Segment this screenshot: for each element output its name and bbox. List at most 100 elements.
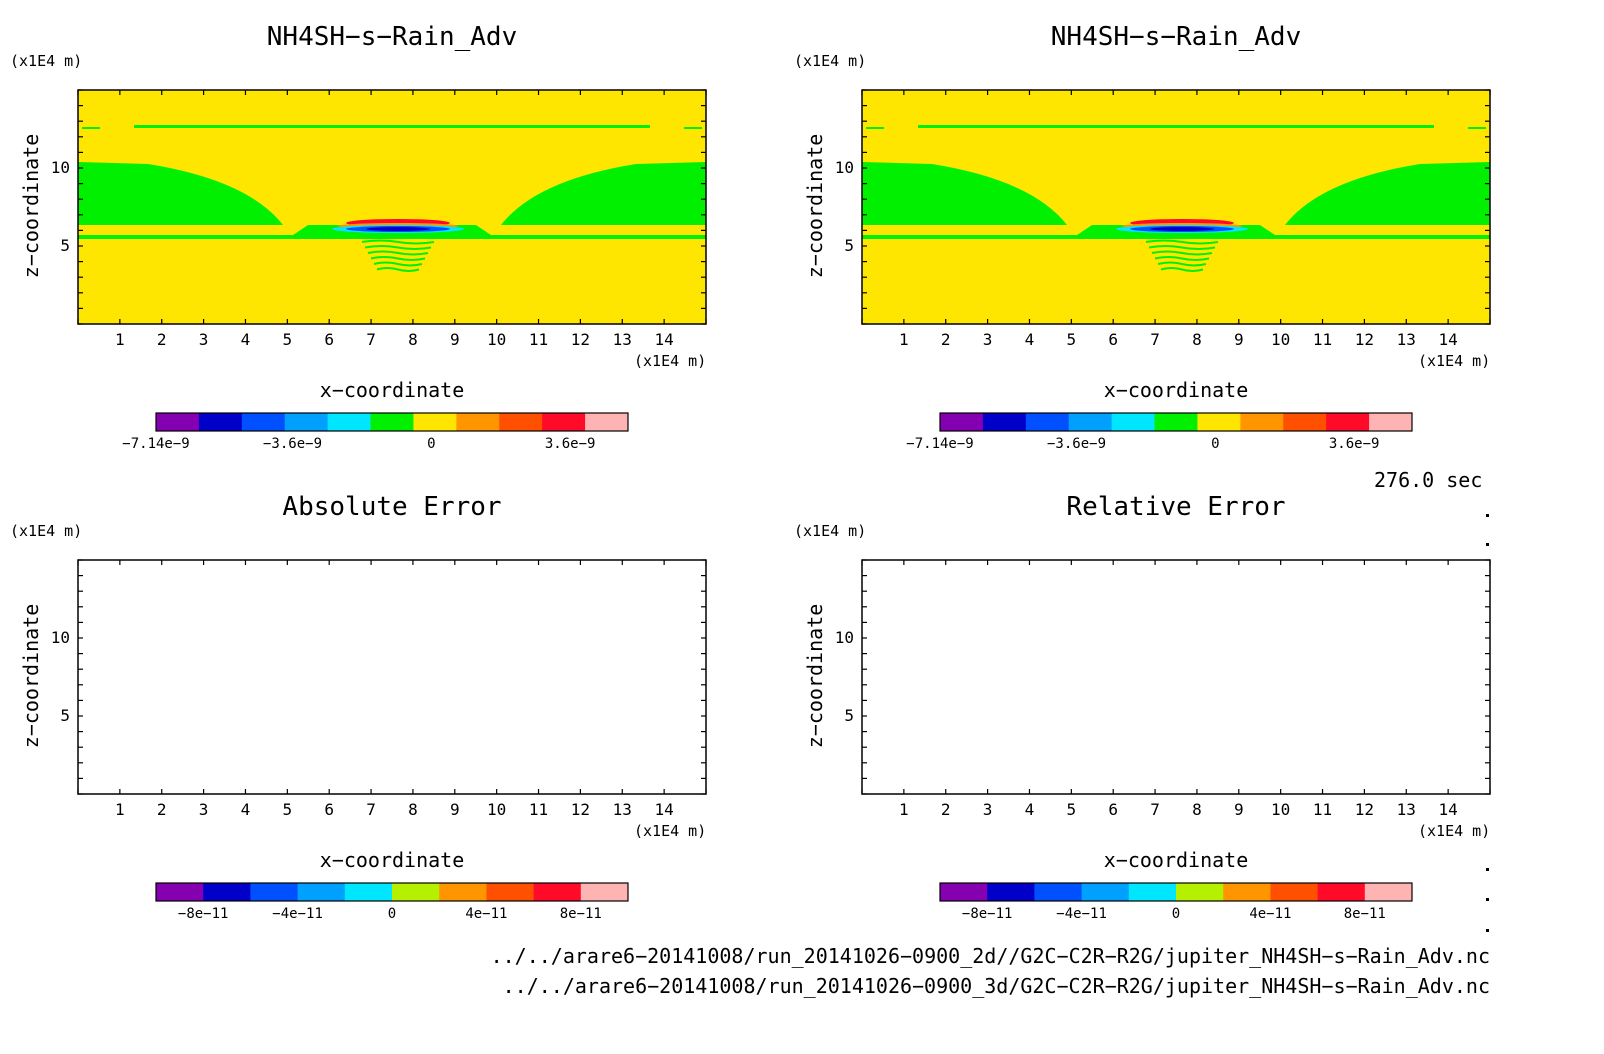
x-tick-label: 10: [487, 330, 507, 349]
x-tick-label: 11: [528, 330, 549, 349]
y-tick-label: 10: [834, 158, 854, 177]
x-tick-label: 4: [240, 330, 251, 349]
plot-frame: [861, 89, 1491, 325]
x-tick-label: 3: [982, 800, 993, 819]
x-unit-label: (x1E4 m): [1418, 352, 1491, 370]
colorbar-segment: [198, 413, 243, 431]
colorbar-segment: [580, 883, 629, 901]
colorbar-segment: [1025, 413, 1070, 431]
contour-line: [1145, 239, 1219, 245]
colorbar-tick-label: 4e−11: [1249, 906, 1292, 922]
x-axis-label: x−coordinate: [319, 848, 465, 872]
colorbar-segment: [327, 413, 372, 431]
colorbar-tick-label: −3.6e−9: [1046, 436, 1107, 452]
x-unit-label: (x1E4 m): [634, 822, 707, 840]
colorbar-tick-label: 0: [387, 906, 397, 922]
x-tick-label: 7: [366, 330, 376, 349]
contour-region: [862, 162, 1067, 225]
y-tick-label: 5: [844, 236, 854, 255]
colorbar-frame: [939, 882, 1413, 902]
colorbar-tick-label: 3.6e−9: [1328, 436, 1380, 452]
x-tick-label: 8: [1192, 800, 1202, 819]
x-tick-label: 9: [1233, 330, 1244, 349]
panel-top-right: NH4SH−s−Rain_Adv (x1E4 m) (x1E4 m) x−coordi…: [784, 0, 1586, 527]
colorbar-segment: [413, 413, 457, 431]
contour-band: [78, 235, 706, 239]
y-tick-label: 5: [60, 706, 70, 725]
x-tick-label: 12: [1354, 800, 1375, 819]
panel-bottom-right: Relative Error (x1E4 m) (x1E4 m) x−coordina…: [784, 470, 1586, 997]
y-unit-label: (x1E4 m): [794, 52, 867, 70]
x-tick-label: 9: [449, 330, 460, 349]
colorbar-segment: [156, 883, 204, 901]
colorbar-segment: [344, 883, 393, 901]
contour-region: [1285, 162, 1490, 225]
x-tick-label: 14: [654, 330, 674, 349]
colorbar-tick-label: 0: [1171, 906, 1181, 922]
colorbar-segment: [1034, 883, 1083, 901]
colorbar-segment: [585, 413, 629, 431]
colorbar-segment: [1111, 413, 1156, 431]
colorbar-frame: [155, 882, 629, 902]
colorbar-frame: [939, 412, 1413, 432]
colorbar-segment: [533, 883, 582, 901]
x-unit-label: (x1E4 m): [634, 352, 707, 370]
panel-title: NH4SH−s−Rain_Adv: [266, 22, 518, 52]
colorbar-segment: [1197, 413, 1241, 431]
y-tick-label: 5: [60, 236, 70, 255]
contour-band: [134, 125, 650, 128]
margin-dot: [1486, 929, 1489, 932]
colorbar-segment: [982, 413, 1027, 431]
contour-plot: [77, 559, 707, 902]
x-tick-label: 11: [528, 800, 549, 819]
colorbar-segment: [1068, 413, 1113, 431]
contour-line: [376, 267, 420, 272]
x-tick-label: 13: [612, 800, 632, 819]
colorbar-segment: [987, 883, 1035, 901]
x-tick-label: 5: [282, 330, 293, 349]
plot-frame: [861, 559, 1491, 795]
contour-line: [373, 261, 423, 267]
colorbar-tick-label: 3.6e−9: [544, 436, 596, 452]
colorbar-segment: [392, 883, 440, 901]
colorbar-segment: [486, 883, 535, 901]
x-tick-label: 12: [1354, 330, 1375, 349]
x-tick-label: 12: [570, 330, 591, 349]
contour-line: [1148, 245, 1216, 250]
colorbar-frame: [155, 412, 629, 432]
x-tick-label: 7: [1150, 800, 1160, 819]
x-tick-label: 13: [1396, 330, 1416, 349]
x-tick-label: 10: [1271, 800, 1291, 819]
x-tick-label: 4: [240, 800, 251, 819]
contour-line: [1151, 250, 1213, 256]
x-tick-label: 3: [198, 800, 209, 819]
panel-title: Absolute Error: [282, 492, 502, 522]
colorbar-tick-label: −4e−11: [1056, 906, 1107, 922]
x-tick-label: 1: [115, 800, 125, 819]
colorbar-segment: [439, 883, 487, 901]
margin-dot: [1486, 514, 1489, 517]
colorbar-segment: [499, 413, 543, 431]
contour-line: [361, 239, 435, 245]
x-tick-label: 13: [1396, 800, 1416, 819]
x-tick-label: 6: [324, 800, 335, 819]
contour-band: [684, 127, 702, 129]
y-unit-label: (x1E4 m): [10, 52, 83, 70]
colorbar-segment: [456, 413, 500, 431]
x-tick-label: 6: [1108, 800, 1119, 819]
colorbar-segment: [284, 413, 329, 431]
x-tick-label: 14: [654, 800, 674, 819]
contour-plot: [861, 89, 1491, 432]
colorbar-tick-label: 8e−11: [1343, 906, 1386, 922]
x-axis-label: x−coordinate: [1103, 378, 1249, 402]
x-tick-label: 1: [899, 800, 909, 819]
x-tick-label: 8: [408, 800, 418, 819]
x-tick-label: 8: [1192, 330, 1202, 349]
colorbar-segment: [1154, 413, 1198, 431]
colorbar-tick-label: 8e−11: [559, 906, 602, 922]
margin-dot: [1486, 868, 1489, 871]
colorbar-segment: [1223, 883, 1271, 901]
x-tick-label: 7: [1150, 330, 1160, 349]
x-tick-label: 3: [198, 330, 209, 349]
contour-line: [370, 256, 426, 261]
